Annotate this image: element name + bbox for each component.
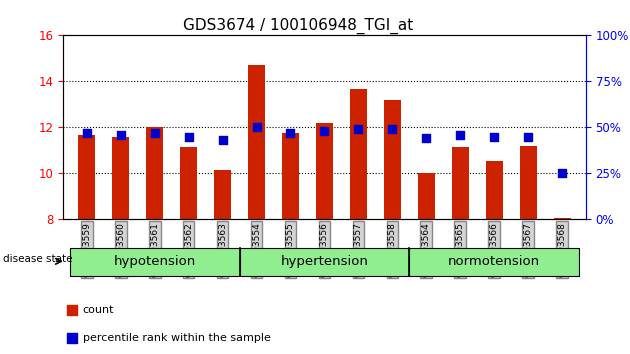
Text: normotension: normotension <box>448 255 541 268</box>
Point <box>523 134 533 139</box>
Bar <box>248 65 265 219</box>
Bar <box>418 173 435 219</box>
Point <box>116 132 126 138</box>
Bar <box>520 146 537 219</box>
Point <box>150 130 160 136</box>
Title: GDS3674 / 100106948_TGI_at: GDS3674 / 100106948_TGI_at <box>183 18 413 34</box>
Text: disease state: disease state <box>4 254 73 264</box>
Bar <box>239 248 410 276</box>
Bar <box>214 170 231 219</box>
Point <box>405 206 415 212</box>
Bar <box>452 147 469 219</box>
Bar <box>180 147 197 219</box>
Bar <box>384 100 401 219</box>
Text: count: count <box>83 305 115 315</box>
Text: hypertension: hypertension <box>280 255 369 268</box>
Point <box>285 130 295 136</box>
Point <box>319 128 329 134</box>
Point <box>489 134 499 139</box>
Bar <box>146 127 163 219</box>
Bar <box>350 90 367 219</box>
Bar <box>554 218 571 219</box>
Point <box>251 125 261 130</box>
Bar <box>316 123 333 219</box>
Point <box>353 126 364 132</box>
Bar <box>410 248 579 276</box>
Point <box>82 130 92 136</box>
Point <box>557 171 567 176</box>
Text: hypotension: hypotension <box>113 255 196 268</box>
Point <box>217 137 227 143</box>
Bar <box>112 137 129 219</box>
Point <box>455 132 466 138</box>
Point <box>387 126 398 132</box>
Bar <box>70 248 239 276</box>
Point <box>421 136 432 141</box>
Point <box>183 134 193 139</box>
Bar <box>282 133 299 219</box>
Text: percentile rank within the sample: percentile rank within the sample <box>83 333 271 343</box>
Bar <box>486 161 503 219</box>
Bar <box>78 136 95 219</box>
